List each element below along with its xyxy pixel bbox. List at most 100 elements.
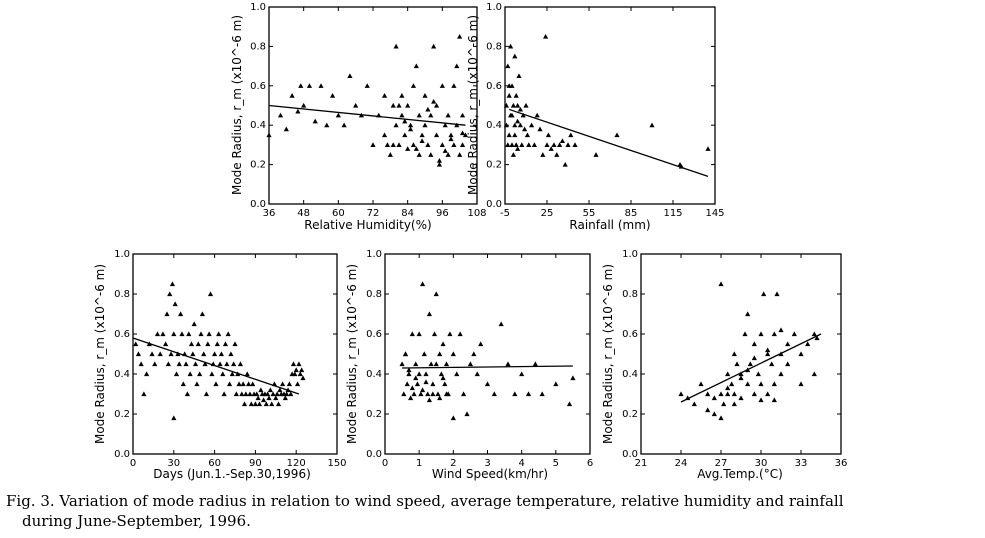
data-point <box>191 321 197 327</box>
x-tick-label: 24 <box>675 458 688 469</box>
data-point <box>205 341 211 347</box>
x-tick-label: 30 <box>755 458 768 469</box>
data-point <box>381 132 388 138</box>
data-point <box>734 361 740 367</box>
data-point <box>532 361 538 367</box>
data-point <box>280 381 286 387</box>
data-point <box>731 401 737 407</box>
data-point <box>515 118 521 124</box>
data-point <box>203 391 210 397</box>
data-point <box>460 391 467 397</box>
data-point <box>402 118 408 124</box>
x-tick-label: 21 <box>635 458 648 469</box>
x-tick-label: 2 <box>450 458 456 469</box>
data-point <box>233 391 239 397</box>
y-tick-label: 0.4 <box>250 120 266 131</box>
data-point <box>516 73 522 79</box>
data-point <box>491 391 497 397</box>
y-tick-label: 0.6 <box>250 81 266 92</box>
data-point <box>431 331 438 337</box>
y-tick-label: 0.2 <box>486 160 502 171</box>
x-tick-label: 27 <box>715 458 728 469</box>
data-point <box>509 142 515 147</box>
data-point <box>443 391 450 397</box>
data-point <box>425 106 431 112</box>
x-axis-label: Days (Jun.1.-Sep.30,1996) <box>153 467 311 481</box>
y-axis-label: Mode Radius, r_m (x10^-6 m) <box>230 15 244 195</box>
data-point <box>524 132 530 138</box>
data-point <box>347 73 353 79</box>
data-point <box>390 102 396 108</box>
data-point <box>562 162 568 167</box>
data-point <box>745 381 751 387</box>
data-point <box>506 132 512 138</box>
data-point <box>537 126 543 132</box>
data-point <box>559 138 565 144</box>
data-point <box>149 351 155 357</box>
data-point <box>216 331 222 337</box>
regression-line <box>680 333 822 403</box>
data-point <box>169 281 176 287</box>
data-point <box>402 351 409 357</box>
regression-line <box>508 108 709 178</box>
data-point <box>413 63 419 69</box>
x-tick-label: 4 <box>518 458 524 469</box>
y-tick-label: 1.0 <box>366 249 382 260</box>
x-tick-label: 1 <box>416 458 422 469</box>
y-tick-label: 0.6 <box>114 329 130 340</box>
data-point <box>442 381 448 387</box>
x-tick-label: 60 <box>208 458 221 469</box>
data-point <box>318 83 324 88</box>
data-point <box>678 391 684 397</box>
data-point <box>141 391 147 397</box>
data-point <box>283 126 289 132</box>
data-point <box>765 347 771 353</box>
data-point <box>506 83 512 88</box>
data-point <box>512 391 518 397</box>
plot-frame <box>132 253 338 455</box>
data-point <box>184 391 190 397</box>
data-point <box>553 381 559 387</box>
data-point <box>557 142 563 147</box>
data-point <box>422 93 428 98</box>
y-tick-label: 0.4 <box>114 369 130 380</box>
data-point <box>213 381 219 387</box>
y-tick-label: 0.8 <box>366 289 382 300</box>
data-point <box>165 361 171 367</box>
chart-rainfall: -5 25 55 85 115 145 0.0 0.2 0.4 0.6 0.8 1.0 Rainfal… <box>466 2 725 232</box>
data-point <box>725 371 731 377</box>
data-point <box>811 331 817 337</box>
data-point <box>266 395 272 401</box>
data-point <box>435 391 441 397</box>
data-point <box>529 122 535 128</box>
data-point <box>548 146 554 151</box>
data-point <box>411 391 417 397</box>
data-point <box>167 291 173 297</box>
data-point <box>426 311 433 317</box>
data-point <box>341 122 347 128</box>
data-point <box>436 162 443 167</box>
data-point <box>295 108 301 114</box>
chart-wind: 0 1 2 3 4 5 6 0.0 0.2 0.4 0.6 0.8 1.0 Wind Speed(km/… <box>345 249 593 481</box>
data-point <box>277 387 283 393</box>
data-point <box>751 391 757 397</box>
y-tick-label: 0.8 <box>486 41 502 52</box>
data-point <box>431 43 437 49</box>
data-point <box>791 331 797 337</box>
x-tick-label: 0 <box>382 458 388 469</box>
data-point <box>163 341 169 347</box>
data-point <box>301 102 307 108</box>
data-point <box>409 385 415 391</box>
data-point <box>425 391 431 397</box>
regression-line <box>132 337 300 395</box>
data-point <box>248 401 254 407</box>
data-point <box>246 381 252 387</box>
data-point <box>419 281 426 287</box>
data-point <box>433 132 440 138</box>
data-point <box>718 391 724 397</box>
data-point <box>324 122 330 128</box>
data-point <box>433 291 439 297</box>
y-tick-label: 1.0 <box>114 249 130 260</box>
data-point <box>418 391 424 397</box>
x-tick-label: 90 <box>249 458 262 469</box>
